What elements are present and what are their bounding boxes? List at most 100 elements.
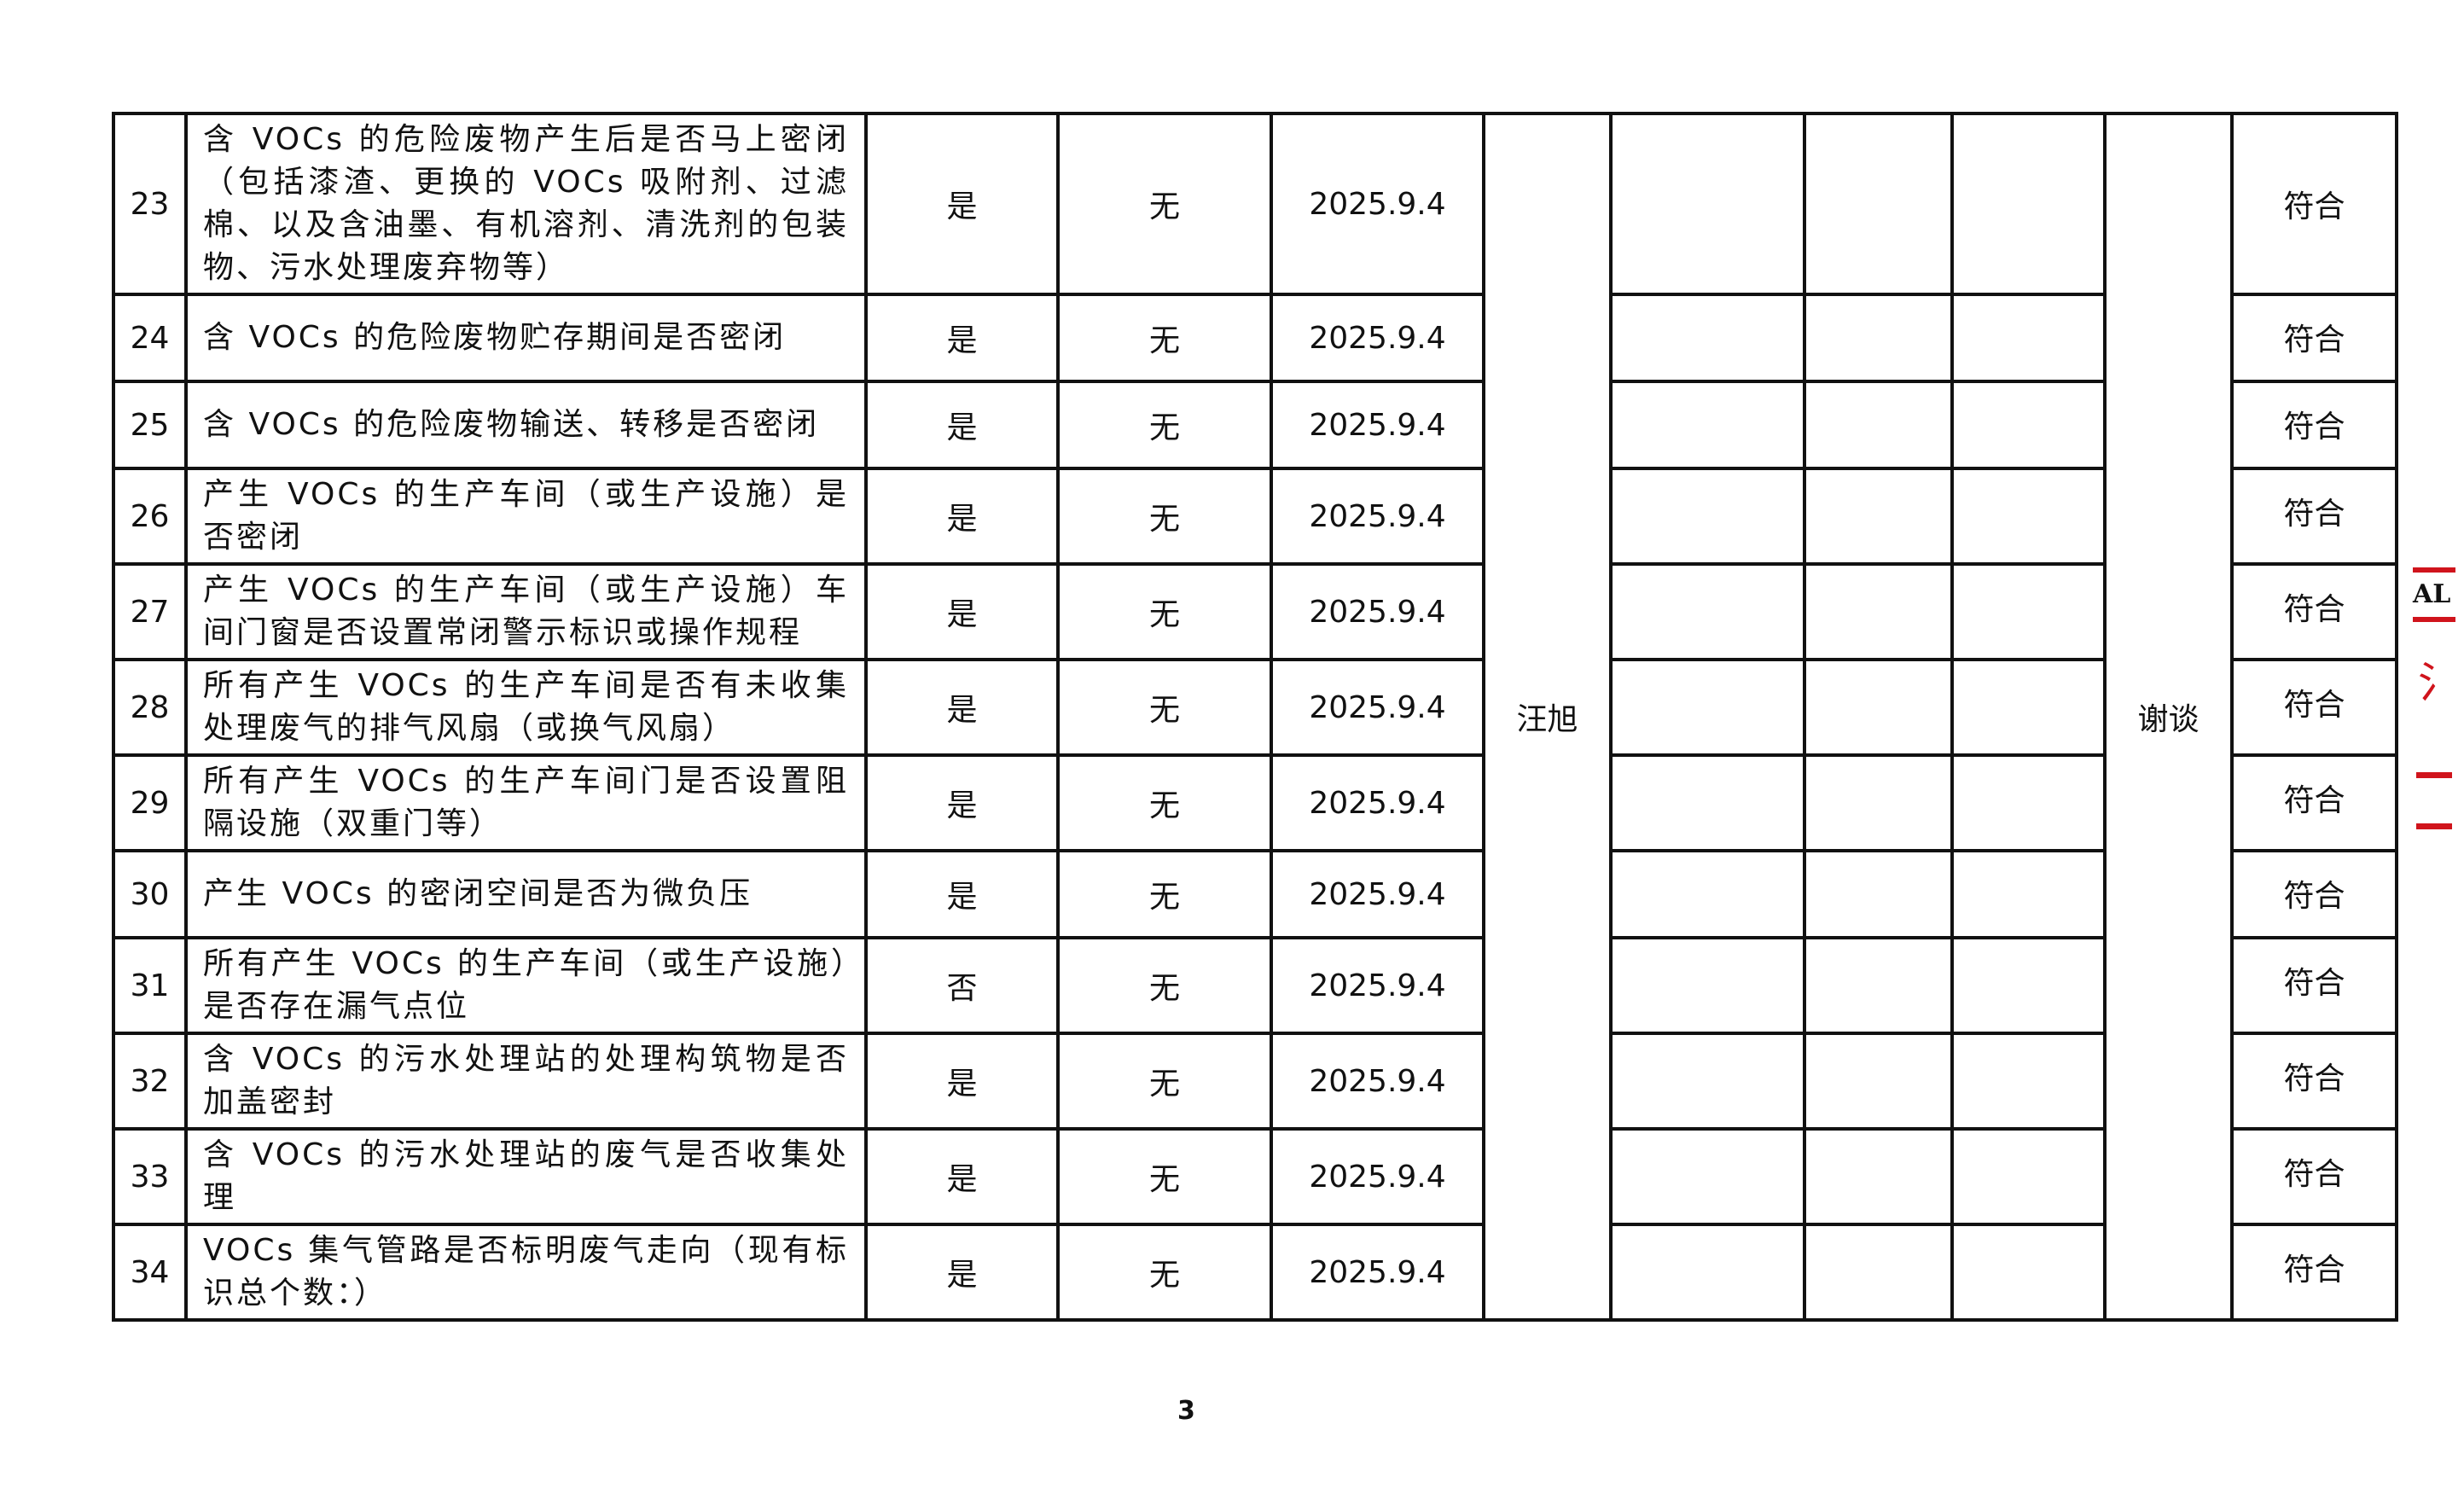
check-item: 含 VOCs 的危险废物贮存期间是否密闭 (184, 293, 868, 383)
blank-cell-2 (1803, 467, 1954, 566)
answer-cell: 是 (864, 112, 1060, 296)
blank-cell-2 (1803, 1032, 1954, 1131)
answer-cell: 是 (864, 753, 1060, 852)
answer-cell: 是 (864, 562, 1060, 661)
blank-cell-1 (1609, 753, 1806, 852)
row-number: 28 (112, 658, 188, 757)
row-number: 33 (112, 1127, 188, 1226)
blank-cell-1 (1609, 849, 1806, 939)
page-number: 3 (1177, 1396, 1195, 1426)
blank-cell-2 (1803, 658, 1954, 757)
result-cell: 符合 (2230, 112, 2398, 296)
issue-cell: 无 (1056, 293, 1273, 383)
answer-cell: 是 (864, 849, 1060, 939)
blank-cell-2 (1803, 753, 1954, 852)
check-item: 产生 VOCs 的生产车间（或生产设施）车间门窗是否设置常闭警示标识或操作规程 (184, 562, 868, 661)
result-cell: 符合 (2230, 467, 2398, 566)
issue-cell: 无 (1056, 380, 1273, 470)
answer-cell: 是 (864, 1032, 1060, 1131)
answer-cell: 是 (864, 658, 1060, 757)
blank-cell-1 (1609, 1127, 1806, 1226)
date-cell: 2025.9.4 (1270, 753, 1485, 852)
answer-cell: 是 (864, 293, 1060, 383)
table-row: 24 含 VOCs 的危险废物贮存期间是否密闭是无 2025.9.4 符合 (112, 293, 2398, 383)
answer-cell: 是 (864, 1127, 1060, 1226)
check-item: 含 VOCs 的危险废物输送、转移是否密闭 (184, 380, 868, 470)
row-number: 26 (112, 467, 188, 566)
blank-cell-1 (1609, 936, 1806, 1035)
result-cell: 符合 (2230, 380, 2398, 470)
blank-cell-1 (1609, 380, 1806, 470)
answer-cell: 否 (864, 936, 1060, 1035)
blank-cell-1 (1609, 112, 1806, 296)
result-cell: 符合 (2230, 1127, 2398, 1226)
table-row: 28 所有产生 VOCs 的生产车间是否有未收集处理废气的排气风扇（或换气风扇）是… (112, 658, 2398, 757)
blank-cell-1 (1609, 467, 1806, 566)
issue-cell: 无 (1056, 936, 1273, 1035)
blank-cell-3 (1950, 1223, 2107, 1322)
blank-cell-1 (1609, 1223, 1806, 1322)
issue-cell: 无 (1056, 1223, 1273, 1322)
date-cell: 2025.9.4 (1270, 1127, 1485, 1226)
answer-cell: 是 (864, 467, 1060, 566)
blank-cell-1 (1609, 562, 1806, 661)
blank-cell-3 (1950, 849, 2107, 939)
blank-cell-2 (1803, 112, 1954, 296)
table-row: 26 产生 VOCs 的生产车间（或生产设施）是否密闭是无 2025.9.4 符合 (112, 467, 2398, 566)
blank-cell-3 (1950, 1032, 2107, 1131)
issue-cell: 无 (1056, 658, 1273, 757)
table-row: 27 产生 VOCs 的生产车间（或生产设施）车间门窗是否设置常闭警示标识或操作规… (112, 562, 2398, 661)
issue-cell: 无 (1056, 849, 1273, 939)
row-number: 27 (112, 562, 188, 661)
issue-cell: 无 (1056, 753, 1273, 852)
answer-cell: 是 (864, 380, 1060, 470)
row-number: 25 (112, 380, 188, 470)
result-cell: 符合 (2230, 658, 2398, 757)
inspector-cell: 汪旭 (1482, 112, 1613, 1322)
date-cell: 2025.9.4 (1270, 112, 1485, 296)
blank-cell-2 (1803, 849, 1954, 939)
row-number: 31 (112, 936, 188, 1035)
blank-cell-3 (1950, 936, 2107, 1035)
issue-cell: 无 (1056, 467, 1273, 566)
result-cell: 符合 (2230, 753, 2398, 852)
blank-cell-1 (1609, 293, 1806, 383)
row-number: 34 (112, 1223, 188, 1322)
check-item: 含 VOCs 的危险废物产生后是否马上密闭（包括漆渣、更换的 VOCs 吸附剂、… (184, 112, 868, 296)
blank-cell-1 (1609, 1032, 1806, 1131)
row-number: 30 (112, 849, 188, 939)
red-seal-stamp: AL 氵 (2413, 567, 2464, 849)
date-cell: 2025.9.4 (1270, 562, 1485, 661)
result-cell: 符合 (2230, 293, 2398, 383)
blank-cell-2 (1803, 380, 1954, 470)
result-cell: 符合 (2230, 1223, 2398, 1322)
blank-cell-3 (1950, 467, 2107, 566)
table-row: 32 含 VOCs 的污水处理站的处理构筑物是否加盖密封是无 2025.9.4 符合 (112, 1032, 2398, 1131)
result-cell: 符合 (2230, 1032, 2398, 1131)
issue-cell: 无 (1056, 112, 1273, 296)
check-item: 所有产生 VOCs 的生产车间门是否设置阻隔设施（双重门等） (184, 753, 868, 852)
table-row: 29 所有产生 VOCs 的生产车间门是否设置阻隔设施（双重门等）是无 2025.9… (112, 753, 2398, 852)
date-cell: 2025.9.4 (1270, 1032, 1485, 1131)
blank-cell-3 (1950, 112, 2107, 296)
date-cell: 2025.9.4 (1270, 849, 1485, 939)
result-cell: 符合 (2230, 936, 2398, 1035)
blank-cell-3 (1950, 293, 2107, 383)
row-number: 29 (112, 753, 188, 852)
answer-cell: 是 (864, 1223, 1060, 1322)
issue-cell: 无 (1056, 562, 1273, 661)
table-row: 33 含 VOCs 的污水处理站的废气是否收集处理是无 2025.9.4 符合 (112, 1127, 2398, 1226)
method-cell: 谢谈 (2103, 112, 2234, 1322)
table-row: 25 含 VOCs 的危险废物输送、转移是否密闭是无 2025.9.4 符合 (112, 380, 2398, 470)
blank-cell-2 (1803, 293, 1954, 383)
check-item: 含 VOCs 的污水处理站的处理构筑物是否加盖密封 (184, 1032, 868, 1131)
row-number: 23 (112, 112, 188, 296)
check-item: VOCs 集气管路是否标明废气走向（现有标识总个数：） (184, 1223, 868, 1322)
blank-cell-1 (1609, 658, 1806, 757)
blank-cell-2 (1803, 562, 1954, 661)
date-cell: 2025.9.4 (1270, 1223, 1485, 1322)
blank-cell-2 (1803, 936, 1954, 1035)
blank-cell-3 (1950, 658, 2107, 757)
check-item: 含 VOCs 的污水处理站的废气是否收集处理 (184, 1127, 868, 1226)
blank-cell-2 (1803, 1223, 1954, 1322)
